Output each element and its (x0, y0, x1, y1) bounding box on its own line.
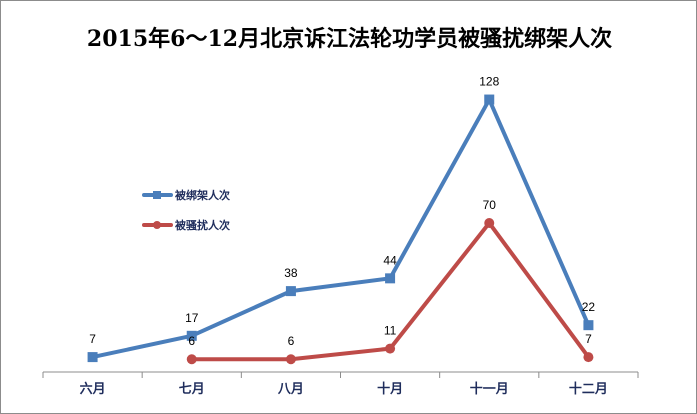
x-tick-label: 七月 (179, 382, 205, 397)
data-label: 38 (284, 266, 298, 280)
x-tick-label: 十月 (377, 381, 403, 397)
series-line-1 (191, 221, 591, 362)
data-label: 70 (483, 198, 497, 212)
chart-title: 2015年6～12月北京诉江法轮功学员被骚扰绑架人次 (86, 26, 613, 52)
data-label: 22 (582, 300, 596, 314)
data-point (186, 354, 197, 365)
data-point (285, 286, 296, 297)
x-tick-label: 十二月 (569, 381, 608, 397)
data-point (484, 94, 495, 105)
legend-marker (153, 221, 161, 229)
data-point (385, 273, 396, 284)
data-point (583, 320, 594, 331)
data-point (87, 352, 98, 363)
data-label: 6 (188, 334, 195, 348)
data-point (583, 352, 594, 363)
data-point (385, 343, 396, 354)
x-tick-label: 六月 (80, 381, 106, 397)
data-point (484, 218, 495, 228)
data-label: 128 (479, 75, 499, 89)
x-tick-label: 八月 (277, 382, 304, 397)
series-line-0 (92, 97, 591, 360)
data-label: 44 (383, 253, 397, 267)
data-label: 6 (288, 334, 295, 348)
data-point (285, 354, 296, 365)
data-label: 7 (89, 332, 96, 346)
legend-marker (153, 191, 161, 199)
data-label: 17 (185, 311, 199, 325)
x-tick-label: 十一月 (470, 381, 509, 397)
data-label: 7 (585, 332, 592, 346)
legend-label: 被绑架人次 (175, 188, 230, 202)
data-point (186, 330, 197, 341)
legend-label: 被骚扰人次 (175, 218, 230, 232)
data-label: 11 (384, 324, 397, 338)
